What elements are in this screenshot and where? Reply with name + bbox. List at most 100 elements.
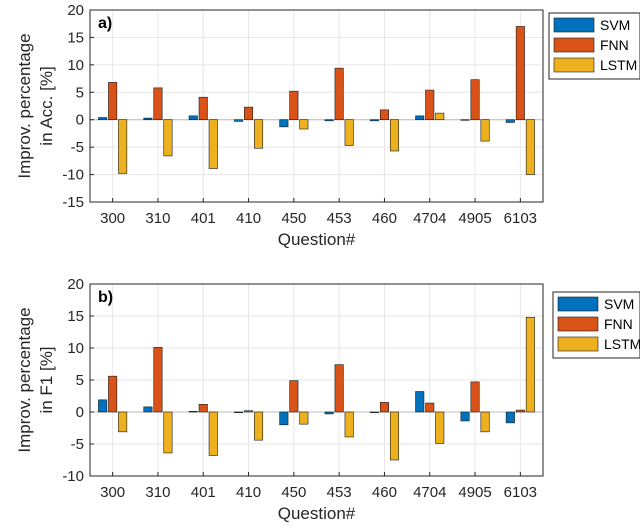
- bar-lstm-460: [389, 119, 399, 152]
- y-tick-label: -5: [71, 139, 84, 156]
- bar-svm-460: [369, 119, 379, 122]
- x-tick-label: 4905: [458, 210, 491, 227]
- bar-svm-4704: [415, 115, 425, 121]
- legend-label-fnn: FNN: [604, 316, 633, 332]
- legend-label-lstm: LSTM: [600, 57, 637, 73]
- bar-fnn-460: [379, 402, 389, 413]
- bar-svm-6103: [505, 411, 515, 424]
- bar-svm-410: [234, 411, 244, 413]
- x-tick-label: 4704: [413, 484, 446, 501]
- bar-fnn-4905: [470, 79, 480, 121]
- x-tick-label: 453: [327, 484, 352, 501]
- bar-fnn-300: [108, 82, 118, 121]
- bar-fnn-4704: [425, 402, 435, 413]
- bar-lstm-4905: [480, 119, 490, 142]
- bar-svm-4905: [460, 411, 470, 422]
- bar-svm-410: [234, 119, 244, 122]
- bar-lstm-453: [344, 119, 354, 146]
- bar-lstm-401: [208, 411, 218, 456]
- y-tick-label: 20: [67, 276, 84, 293]
- legend-label-fnn: FNN: [600, 37, 629, 53]
- legend: SVM FNN LSTM: [552, 291, 640, 359]
- bar-svm-310: [143, 406, 153, 413]
- x-tick-label: 4704: [413, 210, 446, 227]
- x-tick-label: 410: [236, 484, 261, 501]
- bar-lstm-6103: [525, 119, 535, 175]
- bar-lstm-450: [299, 119, 309, 130]
- legend-label-lstm: LSTM: [604, 336, 640, 352]
- y-tick-label: -10: [62, 468, 84, 485]
- bar-lstm-310: [163, 119, 173, 157]
- bar-lstm-300: [118, 119, 128, 174]
- x-tick-label: 6103: [504, 210, 537, 227]
- legend-swatch-lstm: [557, 336, 599, 352]
- bar-fnn-6103: [515, 409, 525, 413]
- y-tick-label: -5: [71, 436, 84, 453]
- bar-svm-450: [279, 119, 289, 128]
- x-tick-label: 410: [236, 210, 261, 227]
- axes-frame: [89, 9, 544, 203]
- chart-panel-a: 20 15 10 5 0 -5 -10 -15 300 310 401 410 450 453 460 470…: [15, 2, 640, 249]
- bar-svm-401: [188, 115, 198, 121]
- x-tick-label: 300: [100, 484, 125, 501]
- bar-lstm-310: [163, 411, 173, 454]
- x-tick-label: 401: [191, 210, 216, 227]
- y-tick-label: 15: [67, 308, 84, 325]
- bar-fnn-310: [153, 87, 163, 121]
- y-tick-label: 5: [76, 372, 84, 389]
- bar-svm-4704: [415, 391, 425, 413]
- y-tick-label: -10: [62, 167, 84, 184]
- chart-panel-b: 20 15 10 5 0 -5 -10 300 310 401 410 450 453 460 4704 49…: [15, 276, 640, 523]
- x-tick-label: 460: [372, 484, 397, 501]
- bar-fnn-450: [289, 90, 299, 121]
- bar-fnn-310: [153, 347, 163, 413]
- legend-label-svm: SVM: [600, 17, 630, 33]
- bar-svm-453: [324, 411, 334, 415]
- bar-svm-453: [324, 119, 334, 122]
- bar-svm-450: [279, 411, 289, 426]
- plot-area: [90, 10, 543, 202]
- y-tick-label: 15: [67, 29, 84, 46]
- bar-fnn-460: [379, 109, 389, 121]
- y-axis-label-line: Improv. percentage: [15, 307, 34, 452]
- x-tick-label: 453: [327, 210, 352, 227]
- bar-lstm-4704: [435, 112, 445, 121]
- bar-lstm-300: [118, 411, 128, 433]
- bar-lstm-410: [254, 119, 264, 149]
- x-tick-label: 450: [281, 210, 306, 227]
- x-tick-label: 310: [145, 484, 170, 501]
- x-tick-label: 310: [145, 210, 170, 227]
- bar-fnn-450: [289, 380, 299, 413]
- bar-fnn-401: [198, 404, 208, 413]
- bar-lstm-453: [344, 411, 354, 438]
- y-tick-label: 5: [76, 84, 84, 101]
- x-tick-label: 450: [281, 484, 306, 501]
- bar-fnn-6103: [515, 26, 525, 121]
- bar-lstm-450: [299, 411, 309, 425]
- y-tick-label: 10: [67, 340, 84, 357]
- x-tick-label: 401: [191, 484, 216, 501]
- y-axis-label-line: in F1 [%]: [37, 346, 56, 413]
- bar-svm-300: [98, 117, 108, 121]
- bar-lstm-401: [208, 119, 218, 169]
- y-tick-label: 0: [76, 404, 84, 421]
- bar-fnn-4905: [470, 381, 480, 413]
- panel-tag: b): [98, 289, 113, 306]
- bar-svm-4905: [460, 119, 470, 121]
- bar-fnn-453: [334, 364, 344, 413]
- bar-svm-310: [143, 117, 153, 121]
- legend-swatch-svm: [553, 17, 595, 33]
- bar-lstm-410: [254, 411, 264, 441]
- x-tick-label: 300: [100, 210, 125, 227]
- legend: SVM FNN LSTM: [548, 12, 640, 80]
- y-tick-label: 20: [67, 2, 84, 19]
- y-tick-label: -15: [62, 194, 84, 211]
- panel-tag: a): [98, 15, 112, 32]
- bar-svm-401: [188, 411, 198, 413]
- bar-lstm-460: [389, 411, 399, 461]
- bar-lstm-4905: [480, 411, 490, 433]
- legend-swatch-fnn: [557, 316, 599, 332]
- bar-fnn-300: [108, 375, 118, 413]
- x-axis-label: Question#: [278, 230, 356, 249]
